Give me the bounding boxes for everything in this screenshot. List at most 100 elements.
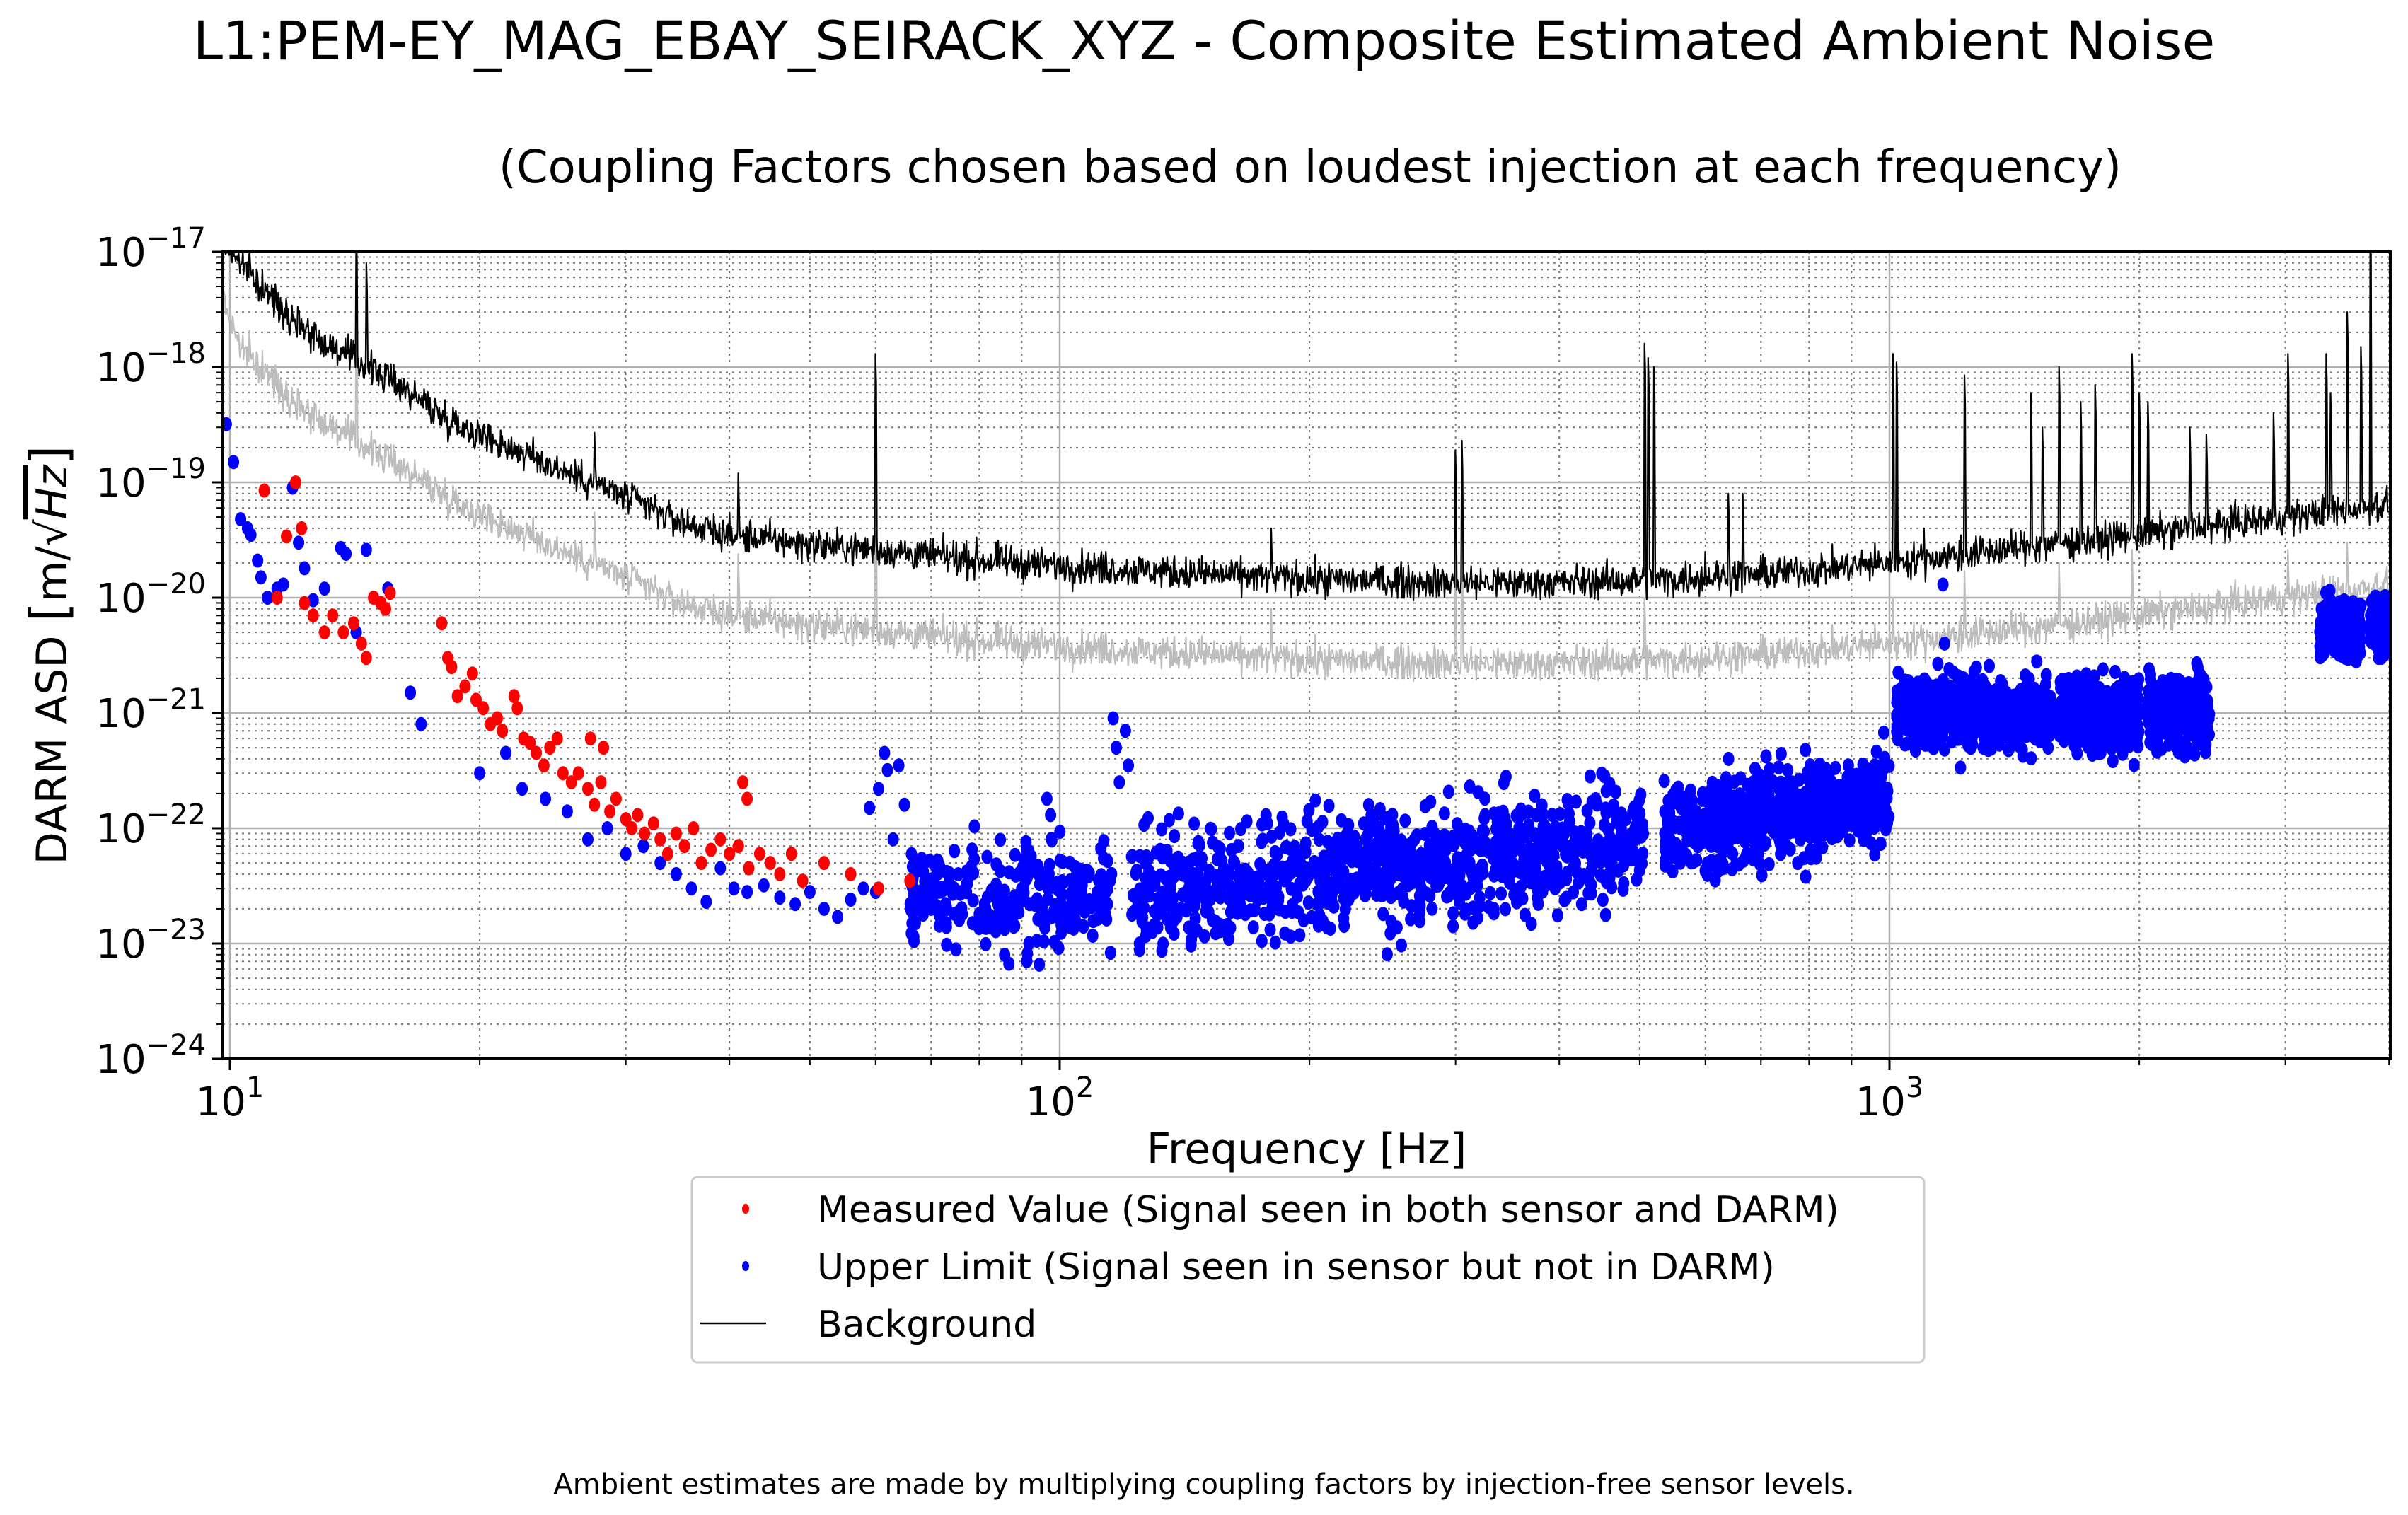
upper-limit-point	[1167, 891, 1179, 906]
measured-value-point	[714, 832, 727, 847]
upper-limit-point	[1316, 815, 1329, 830]
upper-limit-point	[1070, 869, 1082, 883]
measured-value-point	[764, 856, 776, 871]
upper-limit-point	[2355, 620, 2367, 635]
upper-limit-point	[1464, 779, 1476, 794]
upper-limit-point	[1575, 897, 1587, 912]
upper-limit-point	[1034, 864, 1046, 878]
measured-value-point	[584, 731, 596, 746]
upper-limit-point	[1054, 901, 1065, 916]
upper-limit-point	[1257, 832, 1268, 847]
measured-value-point	[337, 625, 349, 640]
upper-limit-point	[1765, 804, 1777, 819]
upper-limit-point	[789, 897, 801, 912]
legend-label-background: Background	[817, 1304, 1036, 1346]
upper-limit-point	[1487, 851, 1499, 866]
upper-limit-point	[1634, 806, 1646, 820]
upper-limit-point	[1269, 935, 1281, 950]
upper-limit-point	[1675, 852, 1687, 867]
measured-value-point	[531, 745, 543, 760]
upper-limit-point	[1054, 853, 1066, 868]
upper-limit-point	[2095, 711, 2107, 726]
upper-limit-point	[1785, 801, 1797, 815]
upper-limit-point	[2074, 721, 2086, 736]
upper-limit-point	[1488, 868, 1500, 883]
upper-limit-point	[1585, 863, 1597, 878]
y-tick-label: 10−21	[95, 683, 206, 737]
y-axis-label: DARM ASD [m/√Hz]	[19, 446, 79, 865]
upper-limit-point	[1701, 867, 1713, 882]
upper-limit-point	[1875, 837, 1887, 851]
upper-limit-point	[2111, 726, 2123, 741]
upper-limit-point	[944, 869, 956, 884]
upper-limit-point	[1600, 784, 1612, 799]
upper-limit-point	[1247, 920, 1259, 935]
measured-value-point	[732, 839, 744, 854]
upper-limit-point	[1561, 793, 1573, 807]
upper-limit-point	[1312, 918, 1324, 933]
upper-limit-point	[973, 907, 985, 922]
upper-limit-point	[980, 936, 992, 951]
y-axis-label-sqrt: √	[28, 519, 77, 547]
upper-limit-point	[1228, 854, 1239, 869]
upper-limit-point	[1313, 832, 1325, 847]
upper-limit-point	[1534, 847, 1546, 861]
upper-limit-point	[1626, 829, 1638, 844]
upper-limit-point	[887, 832, 899, 847]
upper-limit-point	[1280, 840, 1292, 854]
upper-limit-point	[1409, 864, 1420, 879]
upper-limit-point	[1176, 855, 1187, 870]
upper-limit-point	[2131, 721, 2143, 736]
measured-value-point	[380, 601, 391, 616]
upper-limit-point	[1899, 673, 1911, 688]
y-tick-base: 10	[95, 691, 146, 737]
upper-limit-point	[1079, 895, 1091, 910]
upper-limit-point	[1097, 901, 1109, 916]
upper-limit-point	[1009, 847, 1021, 862]
upper-limit-point	[939, 897, 951, 912]
upper-limit-point	[1131, 893, 1143, 907]
upper-limit-point	[1986, 684, 1998, 699]
upper-limit-point	[1273, 825, 1285, 840]
upper-limit-point	[1943, 662, 1955, 676]
upper-limit-points	[223, 417, 2390, 972]
upper-limit-point	[1056, 874, 1068, 888]
upper-limit-point	[954, 912, 966, 927]
upper-limit-point	[1210, 873, 1222, 888]
upper-limit-point	[1635, 787, 1647, 802]
upper-limit-point	[1876, 779, 1888, 794]
upper-limit-point	[1188, 816, 1200, 831]
upper-limit-point	[1865, 836, 1877, 851]
plot-area: 101 102 103 10−1710−1810−1910−2010−2110−22…	[95, 222, 2392, 1125]
upper-limit-point	[2020, 668, 2032, 683]
upper-limit-point	[910, 900, 922, 915]
upper-limit-point	[2128, 758, 2140, 772]
upper-limit-point	[1869, 758, 1881, 773]
upper-limit-point	[1406, 899, 1418, 914]
upper-limit-point	[500, 745, 511, 760]
upper-limit-point	[1747, 847, 1759, 861]
upper-limit-point	[2176, 697, 2188, 712]
upper-limit-point	[1800, 869, 1812, 884]
upper-limit-point	[1584, 769, 1596, 784]
upper-limit-point	[1635, 853, 1647, 868]
upper-limit-point	[582, 832, 594, 847]
measured-value-point	[384, 586, 396, 600]
measured-value-point	[647, 816, 659, 831]
y-tick-base: 10	[95, 806, 146, 852]
upper-limit-point	[1996, 728, 2008, 743]
upper-limit-point	[228, 455, 240, 470]
measured-value-point	[589, 797, 601, 812]
legend: Measured Value (Signal seen in both sens…	[690, 1176, 1926, 1364]
upper-limit-point	[1003, 865, 1015, 880]
upper-limit-point	[1590, 791, 1602, 806]
upper-limit-point	[1183, 920, 1195, 935]
measured-value-point	[632, 808, 644, 823]
measured-value-point	[497, 724, 509, 738]
upper-limit-point	[1499, 847, 1511, 861]
upper-limit-point	[1568, 835, 1580, 850]
upper-limit-point	[1338, 919, 1350, 934]
upper-limit-point	[1541, 877, 1553, 892]
upper-limit-point	[915, 854, 927, 869]
measured-value-point	[610, 791, 622, 806]
